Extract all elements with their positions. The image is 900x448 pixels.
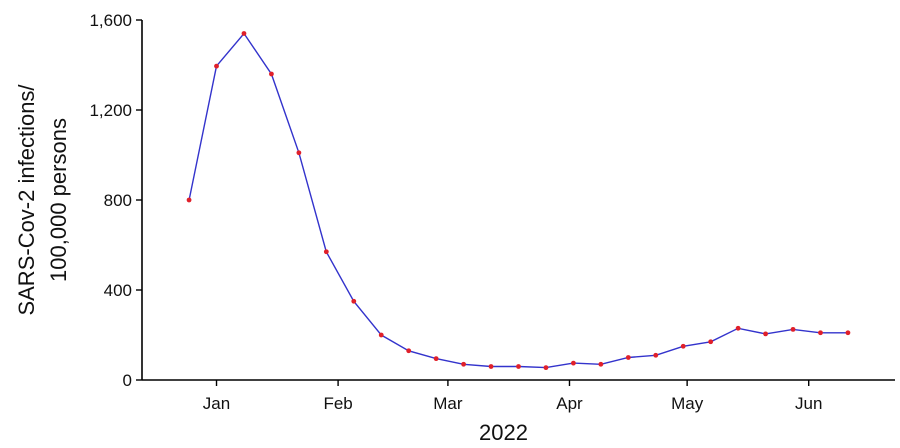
data-point [433, 356, 439, 362]
data-point [406, 348, 412, 354]
series-line [188, 32, 848, 369]
data-point [269, 71, 274, 77]
data-point [653, 352, 659, 358]
data-point [818, 330, 823, 336]
data-point [598, 361, 604, 367]
data-point [214, 63, 219, 69]
data-point [323, 249, 329, 255]
y-axis-ticks: 0 400 800 1,200 1,600 [89, 11, 142, 390]
y-tick-label: 0 [123, 371, 132, 390]
data-point [296, 150, 302, 156]
x-axis-ticks: Jan Feb Mar Apr May Jun [203, 380, 822, 413]
y-tick-label: 800 [104, 191, 132, 210]
data-point [790, 326, 796, 332]
data-point [186, 197, 192, 203]
data-point [625, 355, 631, 360]
data-point [241, 31, 247, 36]
y-tick-label: 1,600 [89, 11, 132, 30]
y-axis-title-line-1: SARS-Cov-2 infections/ [14, 84, 39, 316]
x-tick-label: Jan [203, 394, 230, 413]
y-tick-label: 400 [104, 281, 132, 300]
data-point [378, 332, 384, 338]
x-tick-label: May [671, 394, 704, 413]
data-point [461, 361, 466, 367]
data-point [680, 343, 686, 349]
data-point [543, 365, 549, 371]
y-axis-title-line-2: 100,000 persons [46, 118, 71, 282]
x-tick-label: Feb [323, 394, 352, 413]
data-point [708, 339, 714, 345]
x-tick-label: Mar [433, 394, 463, 413]
x-tick-label: Jun [795, 394, 822, 413]
y-tick-label: 1,200 [89, 101, 132, 120]
data-point [516, 364, 521, 369]
x-axis-title: 2022 [479, 420, 528, 445]
data-point [763, 331, 768, 337]
data-point [571, 360, 576, 366]
data-point [351, 298, 357, 304]
data-point [488, 364, 494, 369]
x-tick-label: Apr [556, 394, 583, 413]
data-point-markers [186, 31, 851, 371]
data-point [735, 325, 741, 331]
y-axis-title: SARS-Cov-2 infections/ 100,000 persons [14, 84, 71, 316]
data-point [845, 330, 851, 336]
